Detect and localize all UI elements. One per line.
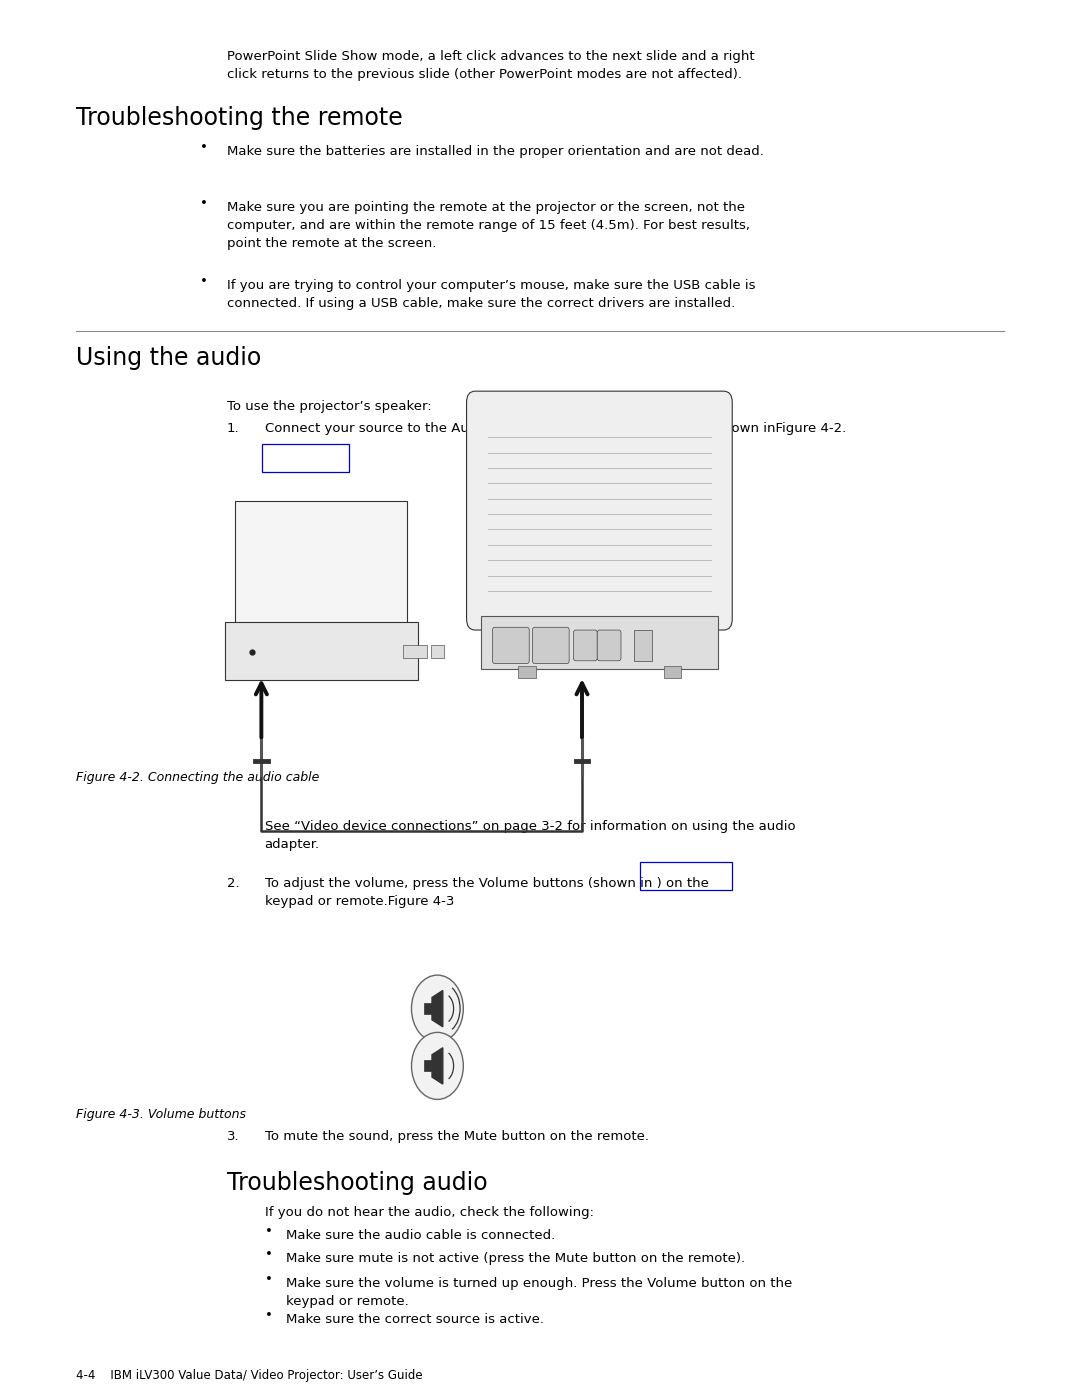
FancyBboxPatch shape [634, 630, 652, 661]
Bar [424, 1003, 432, 1014]
Bar [664, 666, 681, 678]
Text: Using the audio: Using the audio [76, 346, 261, 370]
Text: •: • [200, 141, 207, 154]
Circle shape [411, 975, 463, 1042]
Text: 3.: 3. [227, 1130, 240, 1143]
FancyBboxPatch shape [467, 391, 732, 630]
Text: Make sure you are pointing the remote at the projector or the screen, not the
co: Make sure you are pointing the remote at… [227, 201, 750, 250]
Text: Make sure the correct source is active.: Make sure the correct source is active. [286, 1313, 544, 1326]
Text: See “Video device connections” on page 3-2 for information on using the audio
ad: See “Video device connections” on page 3… [265, 820, 795, 851]
Bar [403, 645, 427, 658]
Text: 2.: 2. [227, 877, 240, 890]
Text: Make sure the batteries are installed in the proper orientation and are not dead: Make sure the batteries are installed in… [227, 145, 764, 158]
Bar [424, 1060, 432, 1071]
Text: Connect your source to the Audio In connector on the projector, as shown inFigur: Connect your source to the Audio In conn… [265, 422, 846, 434]
Bar [518, 666, 536, 678]
Bar [481, 616, 718, 669]
Text: Figure 4-2. Connecting the audio cable: Figure 4-2. Connecting the audio cable [76, 771, 319, 784]
Text: To mute the sound, press the Mute button on the remote.: To mute the sound, press the Mute button… [265, 1130, 649, 1143]
Text: Make sure mute is not active (press the Mute button on the remote).: Make sure mute is not active (press the … [286, 1252, 745, 1264]
Text: Make sure the volume is turned up enough. Press the Volume button on the
keypad : Make sure the volume is turned up enough… [286, 1277, 793, 1308]
Polygon shape [432, 990, 443, 1027]
FancyBboxPatch shape [597, 630, 621, 661]
Text: PowerPoint Slide Show mode, a left click advances to the next slide and a right
: PowerPoint Slide Show mode, a left click… [227, 50, 755, 81]
Text: •: • [265, 1225, 272, 1238]
Bar [431, 645, 444, 658]
Text: Troubleshooting audio: Troubleshooting audio [227, 1171, 487, 1194]
FancyBboxPatch shape [532, 627, 569, 664]
Text: •: • [265, 1273, 272, 1285]
Text: If you are trying to control your computer’s mouse, make sure the USB cable is
c: If you are trying to control your comput… [227, 279, 755, 310]
Text: 1.: 1. [227, 422, 240, 434]
FancyBboxPatch shape [573, 630, 597, 661]
Text: To adjust the volume, press the Volume buttons (shown in ) on the
keypad or remo: To adjust the volume, press the Volume b… [265, 877, 708, 908]
Text: To use the projector’s speaker:: To use the projector’s speaker: [227, 400, 431, 412]
Text: Figure 4-3. Volume buttons: Figure 4-3. Volume buttons [76, 1108, 245, 1120]
Text: If you do not hear the audio, check the following:: If you do not hear the audio, check the … [265, 1206, 594, 1218]
FancyBboxPatch shape [235, 502, 407, 630]
Text: 4-4    IBM iLV300 Value Data/ Video Projector: User’s Guide: 4-4 IBM iLV300 Value Data/ Video Project… [76, 1369, 422, 1382]
FancyBboxPatch shape [225, 622, 418, 680]
Text: •: • [200, 275, 207, 288]
Text: •: • [265, 1309, 272, 1322]
Polygon shape [432, 1048, 443, 1084]
Text: •: • [200, 197, 207, 210]
Text: Troubleshooting the remote: Troubleshooting the remote [76, 106, 403, 130]
Text: Make sure the audio cable is connected.: Make sure the audio cable is connected. [286, 1229, 555, 1242]
Text: •: • [265, 1248, 272, 1260]
Circle shape [411, 1032, 463, 1099]
FancyBboxPatch shape [492, 627, 529, 664]
